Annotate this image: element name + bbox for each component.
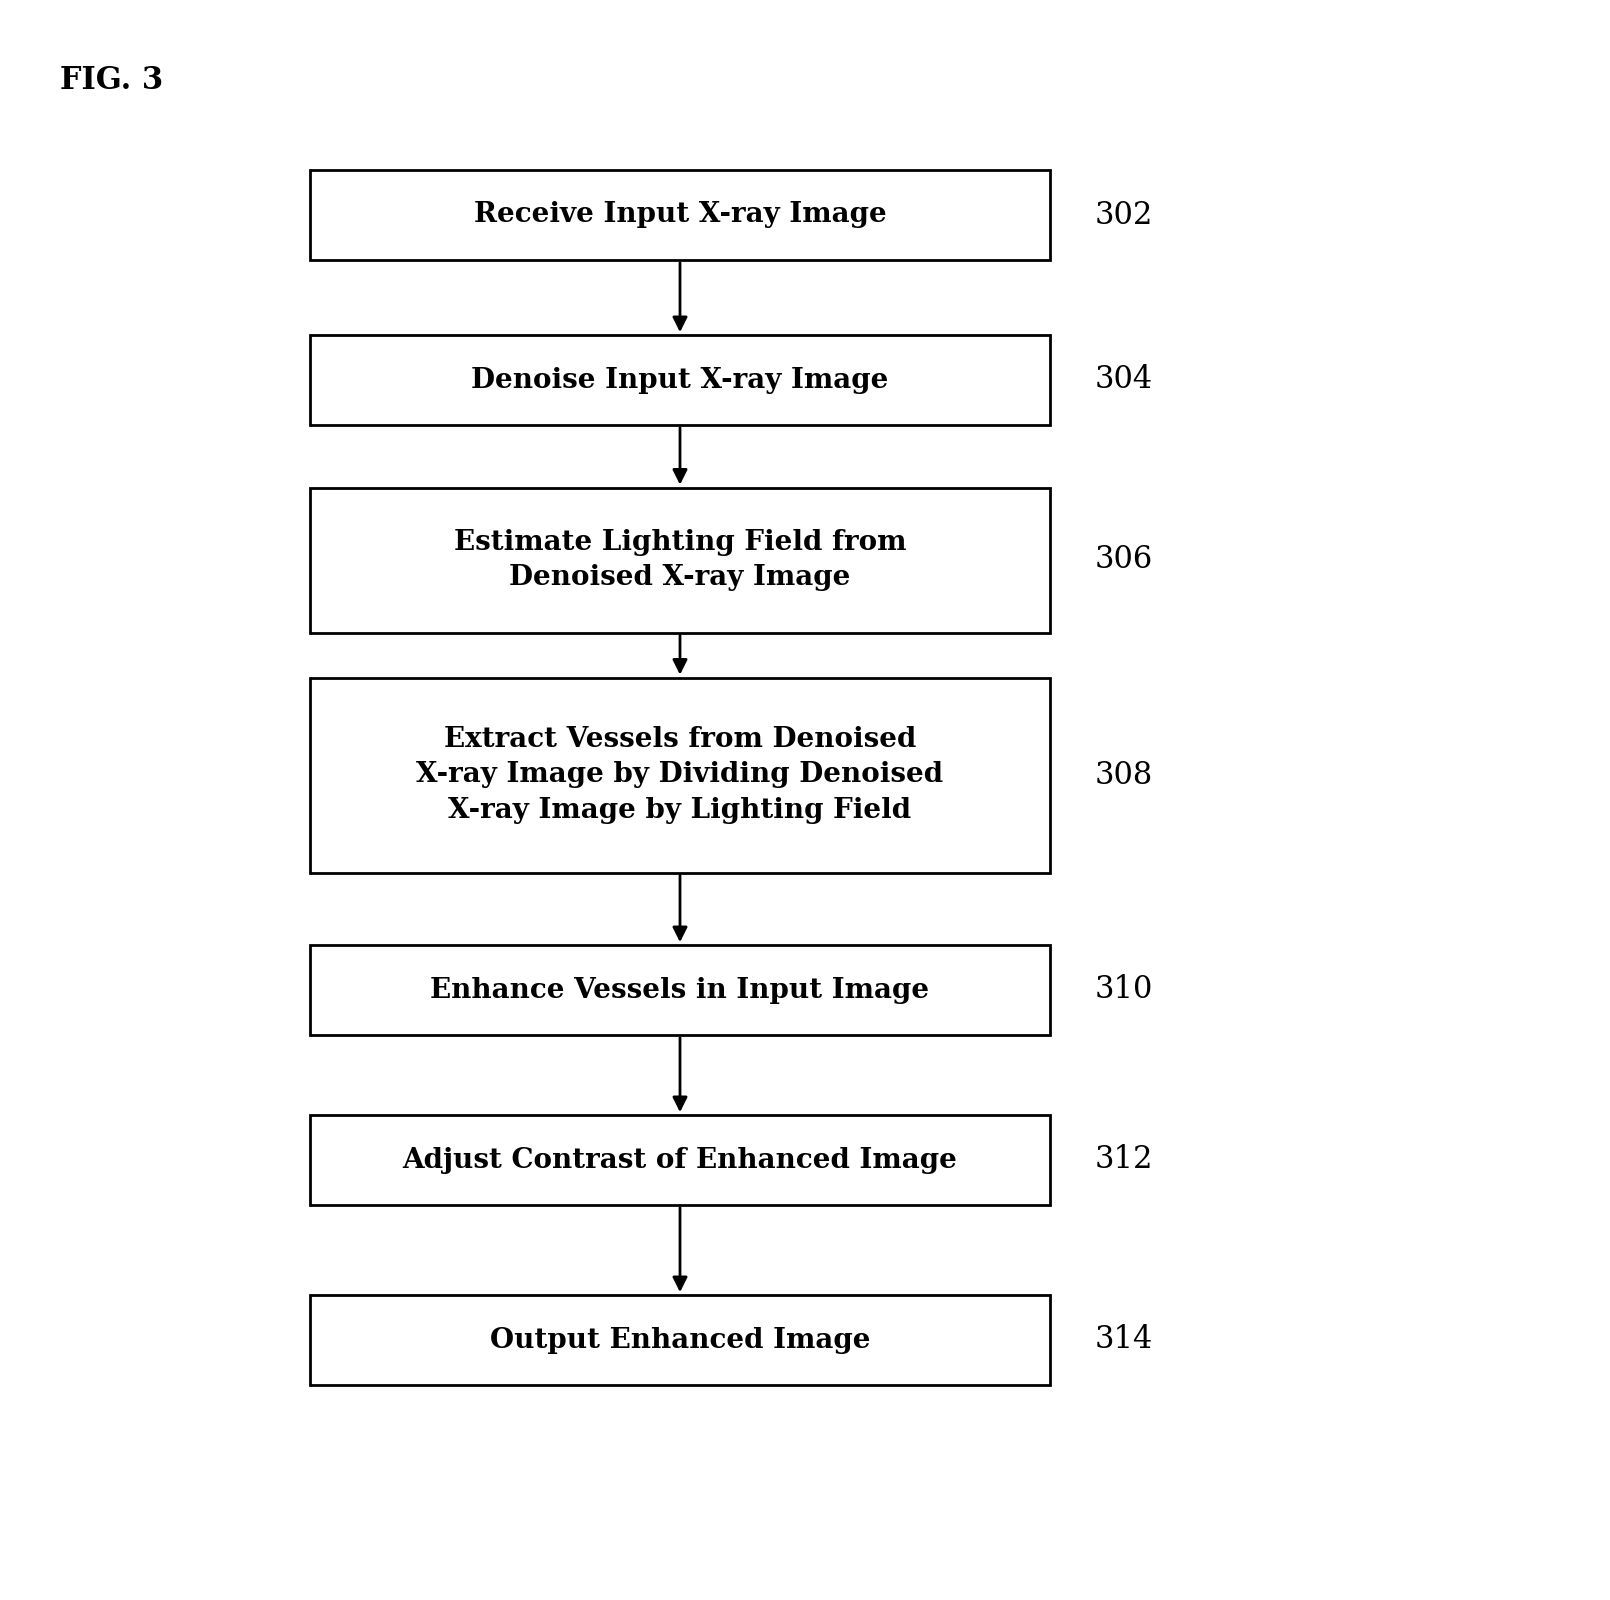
Text: Estimate Lighting Field from
Denoised X-ray Image: Estimate Lighting Field from Denoised X-… [454, 528, 906, 592]
Text: Adjust Contrast of Enhanced Image: Adjust Contrast of Enhanced Image [402, 1147, 958, 1173]
Text: FIG. 3: FIG. 3 [60, 66, 163, 96]
Bar [311, 677, 1050, 872]
Text: Denoise Input X-ray Image: Denoise Input X-ray Image [472, 366, 889, 394]
Text: 306: 306 [1095, 544, 1153, 576]
Text: Extract Vessels from Denoised
X-ray Image by Dividing Denoised
X-ray Image by Li: Extract Vessels from Denoised X-ray Imag… [417, 726, 943, 824]
Text: Enhance Vessels in Input Image: Enhance Vessels in Input Image [430, 976, 929, 1003]
Text: 304: 304 [1095, 365, 1153, 395]
Text: Output Enhanced Image: Output Enhanced Image [489, 1326, 871, 1354]
Bar [311, 488, 1050, 632]
Text: Receive Input X-ray Image: Receive Input X-ray Image [473, 202, 887, 229]
Text: 312: 312 [1095, 1144, 1153, 1176]
Bar [311, 1115, 1050, 1205]
Bar [311, 946, 1050, 1035]
Bar [311, 334, 1050, 426]
Text: 310: 310 [1095, 974, 1153, 1005]
Text: 308: 308 [1095, 760, 1153, 790]
Bar [311, 170, 1050, 259]
Text: 302: 302 [1095, 200, 1153, 230]
Text: 314: 314 [1095, 1325, 1153, 1355]
Bar [311, 1294, 1050, 1386]
